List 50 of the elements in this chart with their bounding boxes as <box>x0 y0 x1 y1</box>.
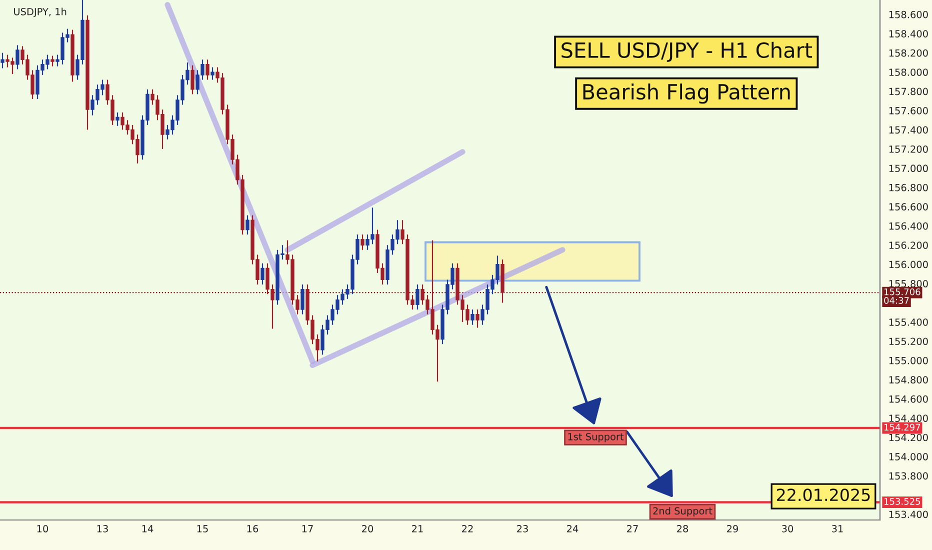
text: Bearish Flag Pattern <box>583 84 790 104</box>
x-tick-label: 21 <box>412 525 423 532</box>
x-tick-label: 17 <box>302 525 313 532</box>
y-tick-label: 155.200 <box>889 338 928 346</box>
y-tick-label: 154.600 <box>889 395 928 403</box>
y-tick-label: 156.000 <box>889 260 928 268</box>
x-tick-label: 22 <box>462 525 473 532</box>
x-tick-label: 28 <box>677 525 688 532</box>
y-tick-label: 158.600 <box>889 10 928 18</box>
y-tick-label: 154.200 <box>889 434 928 442</box>
y-tick-label: 155.000 <box>889 356 928 364</box>
annotation: 22.01.2025 <box>776 488 870 502</box>
y-tick-label: 153.400 <box>889 510 928 518</box>
x-tick-label: 15 <box>197 525 208 532</box>
text: 04:37 <box>884 297 909 304</box>
y-tick-label: 155.400 <box>889 318 928 326</box>
annotation: USDJPY, 1h <box>14 8 66 18</box>
y-tick-label: 156.800 <box>889 184 928 192</box>
y-tick-label: 157.200 <box>889 145 928 153</box>
ref-line-label: 1st Support <box>568 432 624 442</box>
x-tick-label: 30 <box>782 525 794 532</box>
ref-line-label: 2nd Support <box>653 507 712 516</box>
y-tick-label: 158.000 <box>889 68 928 76</box>
y-tick-label: 154.800 <box>889 376 928 384</box>
x-tick-label: 14 <box>142 525 154 532</box>
x-tick-label: 13 <box>97 525 108 532</box>
y-tick-label: 157.600 <box>889 107 928 114</box>
x-tick-label: 31 <box>832 525 843 532</box>
y-tick-label: 157.800 <box>889 88 928 96</box>
text: 155.706 <box>884 288 920 296</box>
y-tick-label: 156.200 <box>889 242 928 249</box>
text: 153.525 <box>884 498 920 505</box>
y-tick-label: 153.800 <box>889 472 928 480</box>
y-tick-label: 157.000 <box>889 164 928 172</box>
x-tick-label: 29 <box>727 525 738 532</box>
y-tick-label: 156.400 <box>889 222 928 230</box>
x-tick-label: 20 <box>362 525 374 532</box>
y-tick-label: 154.400 <box>889 414 928 422</box>
y-tick-label: 158.200 <box>889 49 928 57</box>
x-tick-label: 16 <box>247 525 258 532</box>
x-tick-label: 10 <box>37 525 48 532</box>
text: SELL USD/JPY - H1 Chart <box>562 42 812 62</box>
y-tick-label: 157.400 <box>889 126 928 134</box>
x-tick-label: 24 <box>567 525 578 532</box>
x-tick-label: 27 <box>627 525 638 532</box>
y-tick-label: 156.600 <box>889 203 928 210</box>
y-tick-label: 158.400 <box>889 30 928 38</box>
x-tick-label: 23 <box>517 525 528 532</box>
y-tick-label: 154.000 <box>889 453 928 460</box>
text: 154.297 <box>884 424 920 431</box>
